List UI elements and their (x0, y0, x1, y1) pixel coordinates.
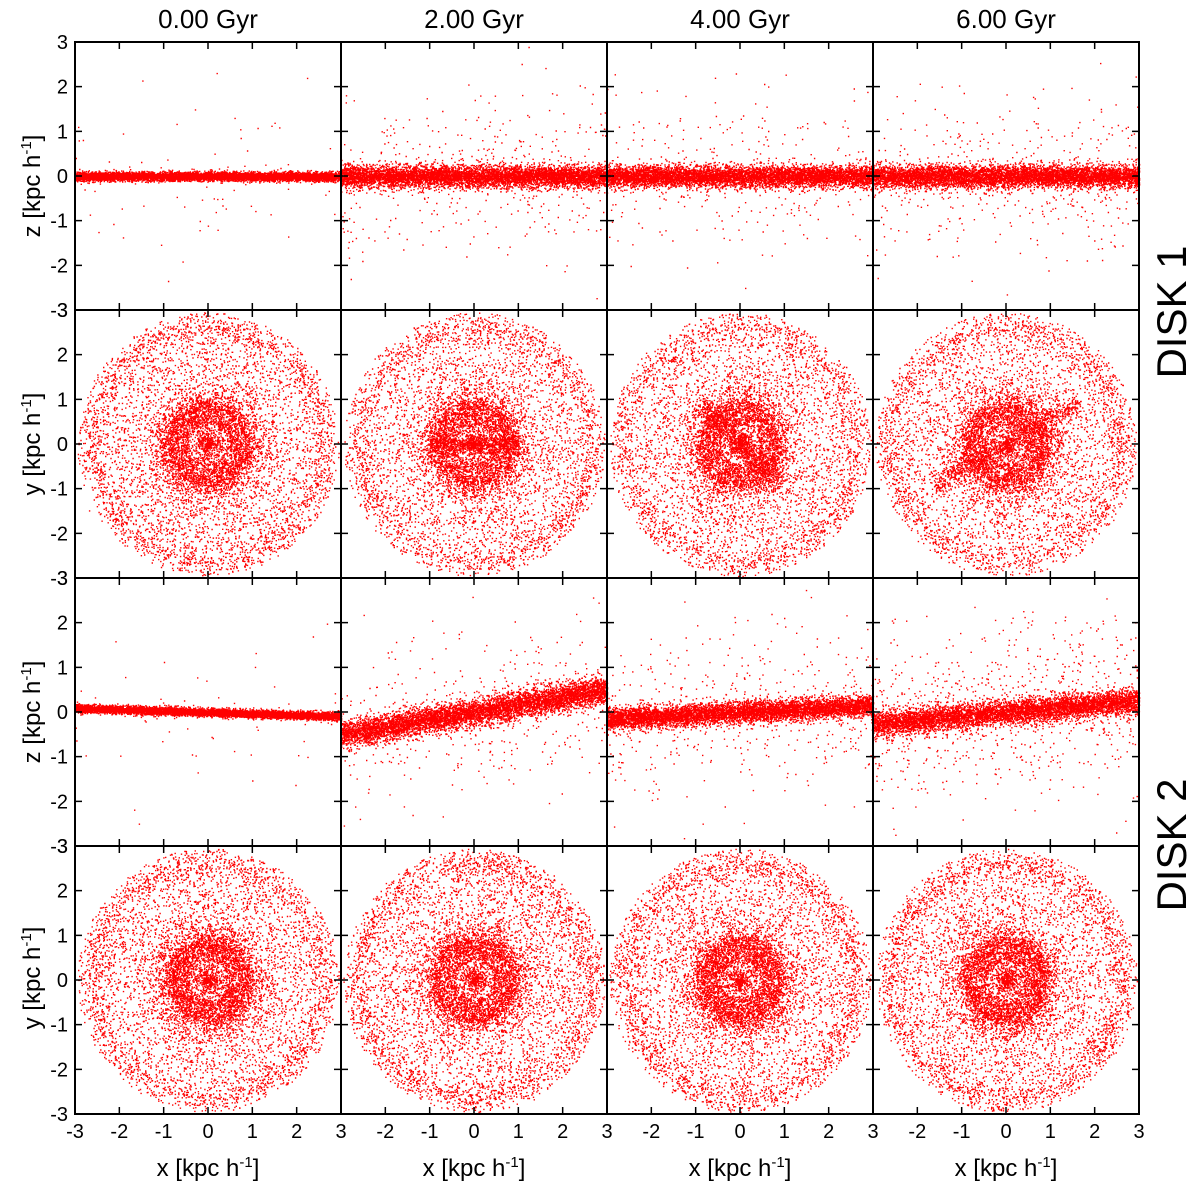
ytick-label-r3-1: -2 (50, 1059, 68, 1081)
xtick-label-c2-6: 3 (867, 1121, 878, 1143)
ytick-label-r0-4: 1 (57, 121, 68, 143)
ytick-label-r2-1: -2 (50, 791, 68, 813)
ytick-label-r1-0: -3 (50, 568, 68, 590)
xtick-label-c0-1: -2 (110, 1121, 128, 1143)
ytick-label-r0-2: -1 (50, 211, 68, 233)
xtick-label-c0-3: 0 (202, 1121, 213, 1143)
ytick-label-r1-3: 0 (57, 434, 68, 456)
xtick-label-c2-4: 1 (779, 1121, 790, 1143)
scatter-points-r3-c3 (877, 848, 1139, 1112)
scatter-points-r1-c2 (610, 313, 872, 578)
xtick-label-c0-0: -3 (66, 1121, 84, 1143)
xtick-label-c1-4: 1 (513, 1121, 524, 1143)
ytick-label-r1-2: -1 (50, 479, 68, 501)
scatter-points-r0-c2 (607, 73, 875, 290)
xtick-label-c0-2: -1 (155, 1121, 173, 1143)
scatter-points-r0-c0 (75, 72, 343, 283)
column-title-2: 4.00 Gyr (690, 4, 790, 34)
scatter-points-r0-c3 (873, 62, 1141, 296)
ytick-label-r0-6: 3 (57, 32, 68, 54)
ticks-r3-c3 (872, 845, 1140, 1115)
ytick-label-r1-1: -2 (50, 523, 68, 545)
ytick-label-r0-0: -3 (50, 300, 68, 322)
ticks-r0-c3 (872, 41, 1140, 311)
xtick-label-c3-6: 3 (1133, 1121, 1144, 1143)
scatter-points-r3-c0 (78, 848, 340, 1113)
ytick-label-r1-4: 1 (57, 389, 68, 411)
column-title-1: 2.00 Gyr (424, 4, 524, 34)
scatter-points-r1-c1 (344, 312, 606, 577)
disk-label-1: DISK 1 (1148, 245, 1195, 378)
xtick-label-c2-1: -2 (642, 1121, 660, 1143)
xtick-label-c1-1: -2 (376, 1121, 394, 1143)
xtick-label-c1-3: 0 (468, 1121, 479, 1143)
xtick-label-c0-6: 3 (335, 1121, 346, 1143)
ytick-label-r0-1: -2 (50, 255, 68, 277)
ytick-label-r2-5: 2 (57, 613, 68, 635)
scatter-points-r1-c0 (77, 312, 340, 577)
ytick-label-r3-5: 2 (57, 881, 68, 903)
disk-label-2: DISK 2 (1148, 778, 1195, 911)
ytick-label-r0-3: 0 (57, 166, 68, 188)
xtick-label-c3-2: -1 (953, 1121, 971, 1143)
ytick-label-r1-5: 2 (57, 345, 68, 367)
xtick-label-c1-6: 3 (601, 1121, 612, 1143)
xtick-label-c1-5: 2 (557, 1121, 568, 1143)
ytick-label-r2-4: 1 (57, 657, 68, 679)
ytick-label-r2-0: -3 (50, 836, 68, 858)
xtick-label-c3-1: -2 (908, 1121, 926, 1143)
ytick-label-r2-3: 0 (57, 702, 68, 724)
xtick-label-c2-3: 0 (734, 1121, 745, 1143)
ytick-label-r1-6: 3 (57, 300, 68, 322)
col-xlabel-3: x [kpc h-1] (955, 1154, 1058, 1182)
xtick-label-c2-5: 2 (823, 1121, 834, 1143)
xtick-label-c1-2: -1 (421, 1121, 439, 1143)
ytick-label-r3-0: -3 (50, 1104, 68, 1126)
scatter-points-r2-c3 (873, 598, 1141, 836)
ytick-label-r3-4: 1 (57, 925, 68, 947)
column-title-3: 6.00 Gyr (956, 4, 1056, 34)
xtick-label-c3-5: 2 (1089, 1121, 1100, 1143)
ytick-label-r3-3: 0 (57, 970, 68, 992)
col-xlabel-2: x [kpc h-1] (689, 1154, 792, 1182)
column-title-0: 0.00 Gyr (158, 4, 258, 34)
xtick-label-c3-3: 0 (1000, 1121, 1011, 1143)
row-ylabel-0: z [kpc h-1] (18, 135, 46, 238)
scatter-points-r2-c0 (75, 623, 343, 825)
xtick-label-c3-4: 1 (1045, 1121, 1056, 1143)
xtick-label-c0-4: 1 (247, 1121, 258, 1143)
ytick-label-r0-5: 2 (57, 77, 68, 99)
xtick-label-c2-2: -1 (687, 1121, 705, 1143)
row-ylabel-3: y [kpc h-1] (18, 927, 46, 1030)
row-ylabel-2: z [kpc h-1] (18, 661, 46, 764)
scatter-points-r3-c2 (609, 848, 872, 1113)
scatter-points-r2-c2 (607, 589, 875, 840)
scatter-points-r1-c3 (875, 313, 1137, 576)
ytick-label-r3-2: -1 (50, 1015, 68, 1037)
ticks-r1-c3 (872, 309, 1140, 579)
ticks-r2-c3 (872, 577, 1140, 847)
ytick-label-r2-6: 3 (57, 568, 68, 590)
scatter-points-r3-c1 (343, 848, 606, 1113)
col-xlabel-1: x [kpc h-1] (423, 1154, 526, 1182)
scatter-points-r2-c1 (341, 596, 609, 827)
ytick-label-r3-6: 3 (57, 836, 68, 858)
row-ylabel-1: y [kpc h-1] (18, 393, 46, 496)
xtick-label-c0-5: 2 (291, 1121, 302, 1143)
frames-group: -3-2-10123-3-2-10123-3-2-10123-3-2-10123… (50, 32, 1144, 1143)
scatter-points-r0-c1 (341, 46, 609, 300)
col-xlabel-0: x [kpc h-1] (157, 1154, 260, 1182)
panels-group (75, 46, 1141, 1113)
ytick-label-r2-2: -1 (50, 747, 68, 769)
